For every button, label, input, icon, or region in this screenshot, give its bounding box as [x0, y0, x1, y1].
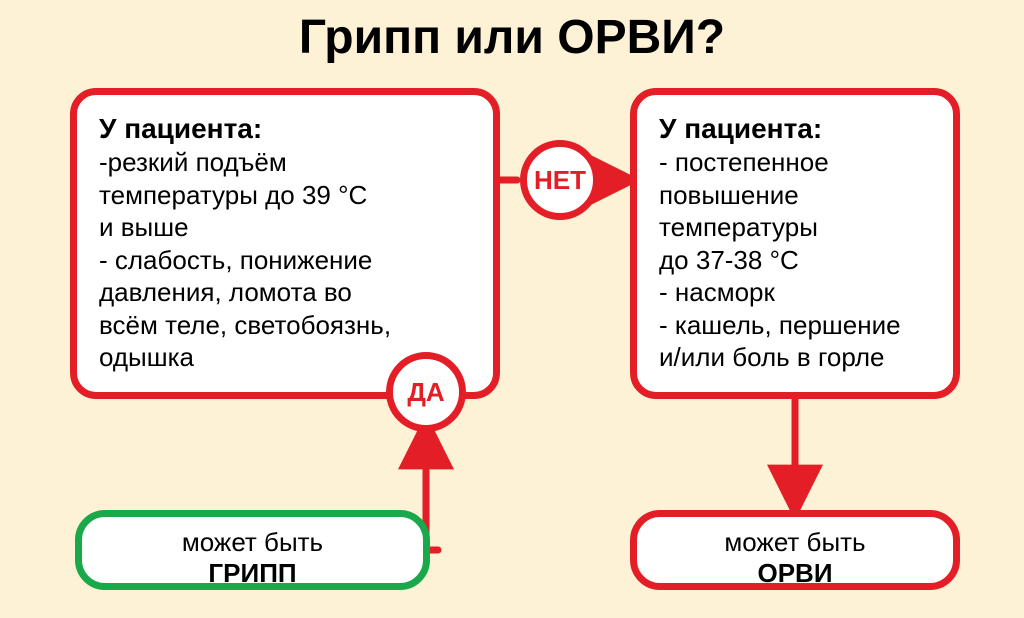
- symptom-box-flu-list: -резкий подъёмтемпературы до 39 °Си выше…: [99, 146, 471, 374]
- result-flu-line2: ГРИПП: [92, 558, 413, 589]
- result-orvi-line1: может быть: [647, 527, 943, 558]
- symptom-box-orvi-list: - постепенноеповышениетемпературыдо 37-3…: [659, 146, 931, 374]
- flowchart-canvas: Грипп или ОРВИ? У пациента: -резкий подъ…: [0, 0, 1024, 618]
- symptom-box-orvi-heading: У пациента:: [659, 111, 931, 146]
- symptom-line: и/или боль в горле: [659, 341, 931, 374]
- decision-yes: ДА: [386, 352, 466, 432]
- symptom-box-flu: У пациента: -резкий подъёмтемпературы до…: [70, 88, 500, 399]
- symptom-line: - кашель, першение: [659, 309, 931, 342]
- symptom-line: - насморк: [659, 276, 931, 309]
- result-box-flu: может быть ГРИПП: [75, 510, 430, 590]
- symptom-line: -резкий подъём: [99, 146, 471, 179]
- symptom-line: повышение: [659, 179, 931, 212]
- symptom-box-flu-heading: У пациента:: [99, 111, 471, 146]
- symptom-line: давления, ломота во: [99, 276, 471, 309]
- diagram-title: Грипп или ОРВИ?: [0, 10, 1024, 65]
- symptom-line: - постепенное: [659, 146, 931, 179]
- decision-no: НЕТ: [520, 140, 600, 220]
- symptom-line: температуры до 39 °С: [99, 179, 471, 212]
- symptom-line: до 37-38 °С: [659, 244, 931, 277]
- symptom-box-orvi: У пациента: - постепенноеповышениетемпер…: [630, 88, 960, 399]
- result-orvi-line2: ОРВИ: [647, 558, 943, 589]
- symptom-line: и выше: [99, 211, 471, 244]
- symptom-line: всём теле, светобоязнь,: [99, 309, 471, 342]
- symptom-line: - слабость, понижение: [99, 244, 471, 277]
- result-box-orvi: может быть ОРВИ: [630, 510, 960, 590]
- result-flu-line1: может быть: [92, 527, 413, 558]
- symptom-line: температуры: [659, 211, 931, 244]
